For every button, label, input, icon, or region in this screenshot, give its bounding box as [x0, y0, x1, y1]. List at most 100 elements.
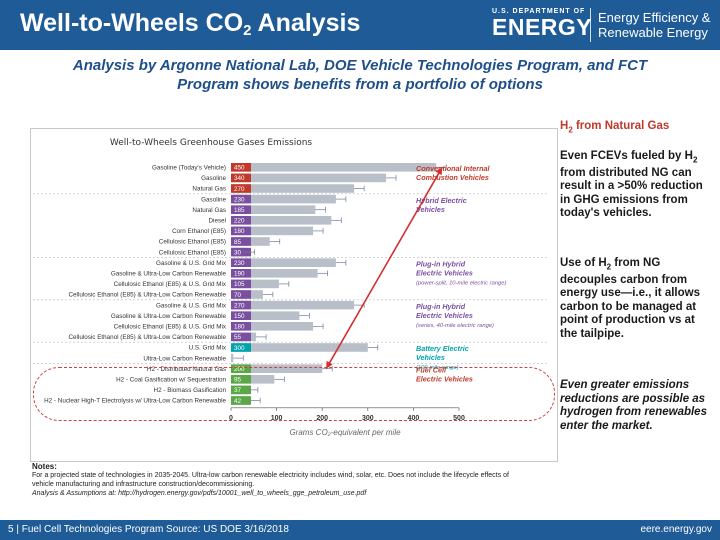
- value-label: 230: [234, 196, 245, 203]
- ghg-bar-chart: Well-to-Wheels Greenhouse Gases Emission…: [33, 138, 549, 437]
- group-label: Battery Electric Vehicles: [416, 344, 469, 362]
- group-note: (100-mile range): [416, 365, 459, 371]
- value-label-box: [231, 216, 251, 225]
- right-paragraph-2: Use of H2 from NG decouples carbon from …: [560, 257, 700, 340]
- value-label: 300: [234, 345, 245, 352]
- category-label: Gasoline (Today's Vehicle): [152, 165, 226, 172]
- value-label: 340: [234, 175, 245, 182]
- footer-source: 5 | Fuel Cell Technologies Program Sourc…: [8, 524, 289, 535]
- value-label: 42: [234, 398, 242, 405]
- category-label: Diesel: [209, 218, 227, 225]
- notes-line-2: Analysis & Assumptions at: http://hydrog…: [32, 490, 367, 497]
- category-label: Cellulosic Ethanol (E85) & U.S. Grid Mix: [114, 281, 227, 288]
- chart-title: Well-to-Wheels Greenhouse Gases Emission…: [110, 138, 313, 148]
- bar: [231, 353, 234, 363]
- right-paragraph-3: Even greater emissions reductions are po…: [560, 379, 707, 432]
- category-label: U.S. Grid Mix: [189, 345, 227, 352]
- bar: [231, 163, 437, 172]
- eere-logo: Energy Efficiency & Renewable Energy: [598, 10, 710, 40]
- group-note: (series, 40-mile electric range): [416, 323, 494, 329]
- right-paragraph-1: Even FCEVs fueled by H2 from distributed…: [560, 150, 703, 220]
- bar: [231, 216, 332, 225]
- group-label: Fuel Cell Electric Vehicles: [416, 365, 473, 383]
- reduction-arrow: [325, 166, 443, 370]
- page-title: Well-to-Wheels CO2 Analysis: [20, 9, 361, 39]
- category-label: Gasoline: [201, 196, 226, 203]
- value-label: 150: [234, 313, 245, 320]
- chart-frame: Well-to-Wheels Greenhouse Gases Emission…: [30, 128, 558, 462]
- x-tick-label: 400: [408, 415, 420, 422]
- value-label-box: [231, 322, 251, 331]
- value-label-box: [231, 311, 251, 320]
- category-label: H2 - Biomass Gasification: [154, 387, 227, 394]
- category-label: Natural Gas: [192, 207, 226, 214]
- x-tick-label: 200: [316, 415, 328, 422]
- value-label: 270: [234, 302, 245, 309]
- value-label: 200: [234, 366, 245, 373]
- value-label-box: [231, 269, 251, 278]
- value-label-box: [231, 247, 251, 257]
- value-label-box: [231, 279, 251, 289]
- category-label: Cellulosic Ethanol (E85): [159, 239, 226, 246]
- value-label: 30: [234, 249, 242, 256]
- category-label: Gasoline & U.S. Grid Mix: [156, 260, 227, 267]
- bar: [231, 375, 275, 384]
- value-label: 230: [234, 260, 245, 267]
- value-label-box: [231, 396, 251, 405]
- value-label: 37: [234, 387, 242, 394]
- notes-heading: Notes:: [32, 462, 57, 471]
- category-label: Cellulosic Ethanol (E85) & Ultra-Low Car…: [69, 292, 227, 299]
- group-label: Plug-in Hybrid Electric Vehicles: [416, 259, 473, 277]
- category-label: H2 - Nuclear High-T Electrolysis w/ Ultr…: [44, 398, 226, 405]
- bar: [231, 194, 336, 204]
- value-label-box: [231, 300, 251, 310]
- category-label: Gasoline: [201, 175, 226, 182]
- value-label: 70: [234, 292, 242, 299]
- value-label: 270: [234, 186, 245, 193]
- footer-bar: 5 | Fuel Cell Technologies Program Sourc…: [0, 520, 720, 540]
- value-label-box: [231, 226, 251, 236]
- bar: [231, 311, 300, 320]
- bar: [231, 226, 314, 236]
- category-label: Gasoline & Ultra-Low Carbon Renewable: [111, 271, 227, 278]
- category-label: H2 - Distributed Natural Gas: [147, 366, 226, 373]
- value-label-box: [231, 194, 251, 204]
- group-note: (power-split, 10-mile electric range): [416, 280, 506, 286]
- slide-subtitle: Analysis by Argonne National Lab, DOE Ve…: [0, 56, 720, 94]
- footer-url[interactable]: eere.energy.gov: [640, 524, 712, 535]
- value-label: 220: [234, 218, 245, 225]
- eere-line-2: Renewable Energy: [598, 25, 708, 40]
- value-label-box: [231, 375, 251, 384]
- group-label: Conventional Internal Combustion Vehicles: [416, 164, 490, 182]
- value-label: 185: [234, 207, 245, 214]
- value-label-box: [231, 332, 251, 342]
- value-label-box: [231, 163, 251, 172]
- value-label-box: [231, 290, 251, 299]
- doe-logo-top: U.S. DEPARTMENT OF: [492, 8, 586, 15]
- arrow-head-top: [435, 167, 443, 176]
- value-label-box: [231, 385, 251, 395]
- value-label: 95: [234, 377, 242, 384]
- value-label: 180: [234, 324, 245, 331]
- doe-logo-name: ENERGY: [492, 14, 593, 40]
- value-label-box: [231, 343, 251, 352]
- value-label: 450: [234, 165, 245, 172]
- bar: [231, 258, 336, 267]
- notes-line-1: For a projected state of technologies in…: [32, 472, 509, 488]
- category-label: Natural Gas: [192, 186, 226, 193]
- value-label-box: [231, 237, 251, 246]
- category-label: H2 - Coal Gasification w/ Sequestration: [116, 377, 226, 384]
- category-label: Cellulosic Ethanol (E85) & U.S. Grid Mix: [114, 324, 227, 331]
- value-label-box: [231, 364, 251, 373]
- bar: [231, 322, 314, 331]
- fcev-highlight-oval: [33, 367, 555, 421]
- right-heading: H2 from Natural Gas: [560, 120, 670, 135]
- subtitle-line-2: Program shows benefits from a portfolio …: [177, 76, 543, 93]
- eere-line-1: Energy Efficiency &: [598, 10, 711, 25]
- value-label: 190: [234, 271, 245, 278]
- category-label: Ultra-Low Carbon Renewable: [143, 355, 226, 362]
- category-label: Corn Ethanol (E85): [172, 228, 226, 235]
- x-tick-label: 100: [271, 415, 283, 422]
- notes: Notes: For a projected state of technolo…: [32, 462, 532, 498]
- x-axis-label: Grams CO₂-equivalent per mile: [289, 428, 401, 437]
